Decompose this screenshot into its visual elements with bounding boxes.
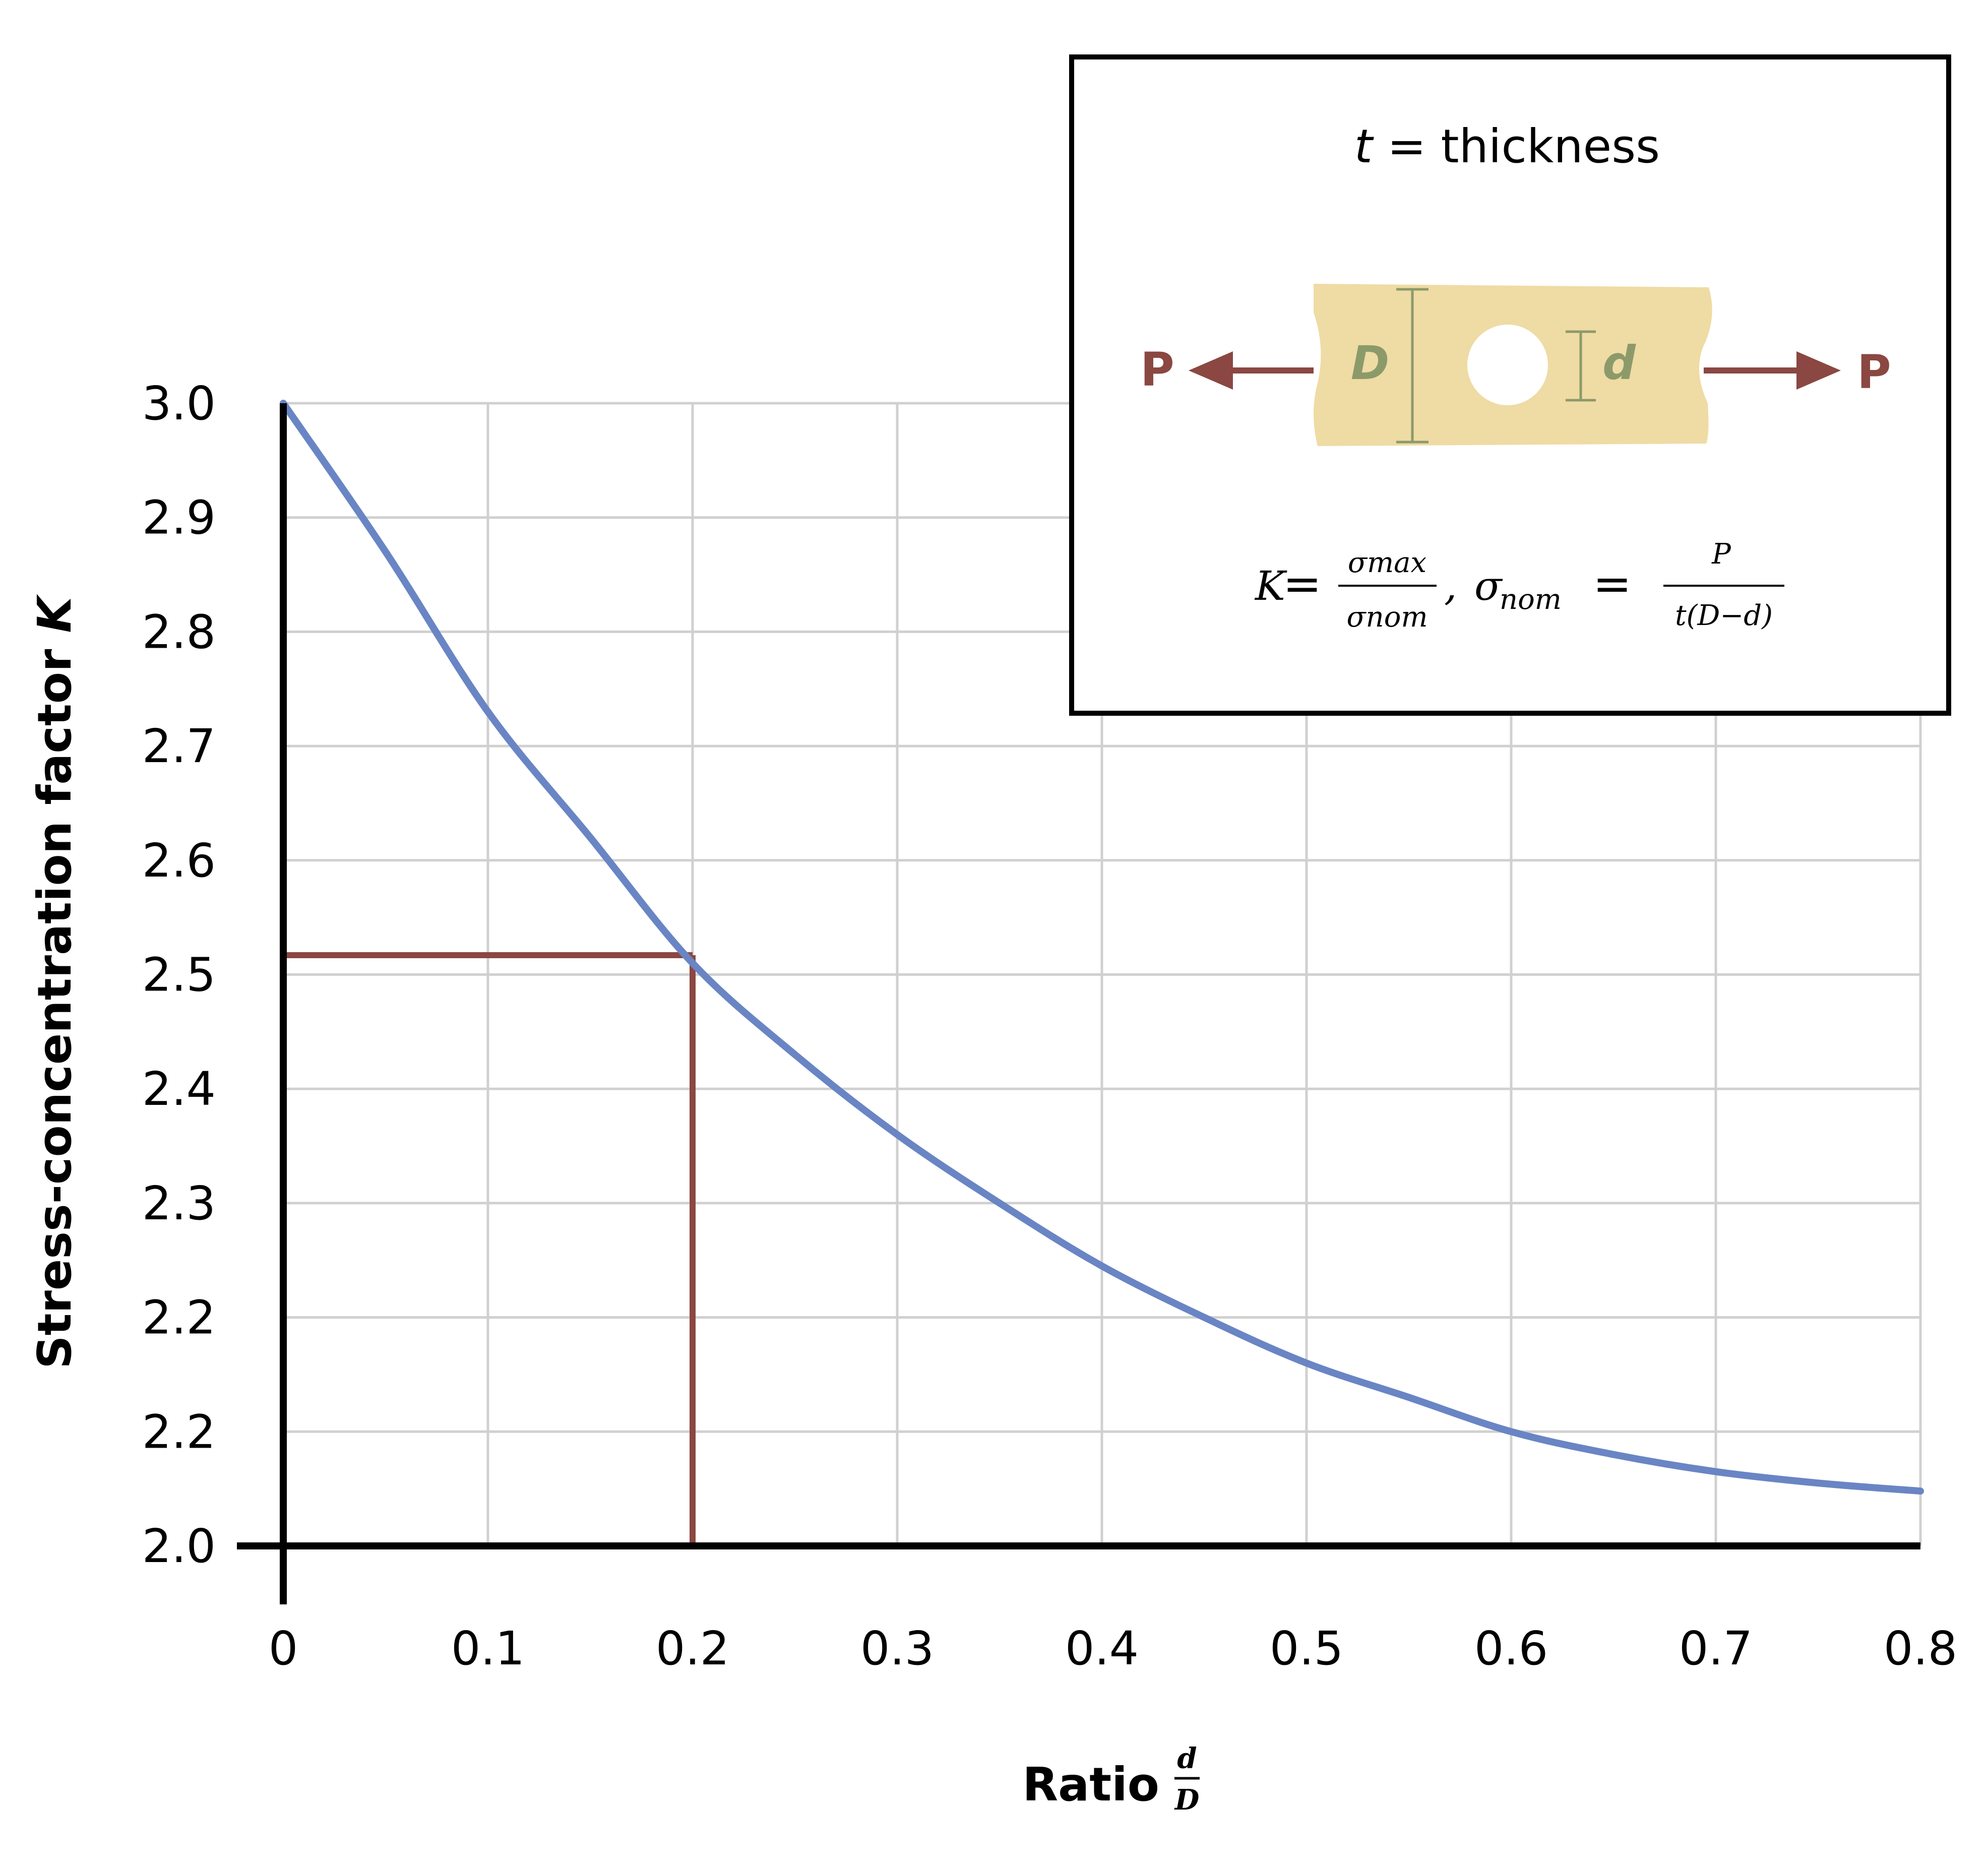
inset-title: t = thickness bbox=[1354, 119, 1660, 173]
y-axis-symbol: K bbox=[28, 594, 82, 633]
force-arrow-left bbox=[1189, 351, 1314, 390]
formula-sigma-sub: nom bbox=[1500, 583, 1562, 616]
formula-num1: σmax bbox=[1348, 546, 1426, 579]
x-tick-label: 0.5 bbox=[1270, 1622, 1343, 1675]
y-tick-label: 2.2 bbox=[142, 1291, 216, 1345]
y-tick-label: 2.2 bbox=[142, 1405, 216, 1459]
y-tick-label: 2.0 bbox=[142, 1519, 216, 1573]
force-label-left: P bbox=[1140, 343, 1174, 397]
dimension-outer-label: D bbox=[1351, 336, 1389, 390]
y-tick-label: 2.3 bbox=[142, 1176, 216, 1230]
y-tick-label: 2.7 bbox=[142, 719, 216, 773]
x-tick-label: 0.1 bbox=[451, 1622, 525, 1675]
x-axis-fraction-numerator: d bbox=[1177, 1742, 1197, 1775]
x-tick-label: 0.4 bbox=[1065, 1622, 1139, 1675]
formula-den1: σnom bbox=[1346, 601, 1427, 634]
y-tick-label: 2.9 bbox=[142, 491, 216, 545]
force-label-right: P bbox=[1857, 345, 1891, 399]
y-axis-title: Stress-concentration factor K bbox=[28, 594, 82, 1369]
plate-hole bbox=[1467, 325, 1548, 405]
formula-sep: , bbox=[1444, 563, 1457, 609]
x-tick-label: 0.2 bbox=[656, 1622, 729, 1675]
x-tick-label: 0.3 bbox=[860, 1622, 934, 1675]
formula: K = σmax σnom , σ nom = P t(D−d) bbox=[1254, 538, 1784, 634]
dimension-inner-label: d bbox=[1602, 336, 1636, 390]
y-tick-label: 3.0 bbox=[142, 377, 216, 430]
inset-box: t = thickness D d P P K bbox=[1069, 54, 1951, 716]
annotation-lines bbox=[283, 952, 696, 1546]
formula-k: K bbox=[1254, 563, 1287, 609]
y-tick-label: 2.8 bbox=[142, 605, 216, 659]
x-tick-label: 0.8 bbox=[1884, 1622, 1957, 1675]
y-tick-labels: 2.0 2.2 2.2 2.3 2.4 2.5 2.6 2.7 2.8 2.9 3.0 bbox=[142, 377, 216, 1573]
dimension-d-inner bbox=[1566, 330, 1596, 402]
x-axis-title: Ratio bbox=[1022, 1758, 1159, 1812]
x-axis-fraction-denominator: D bbox=[1174, 1783, 1200, 1817]
formula-eq1: = bbox=[1283, 557, 1322, 611]
formula-eq2: = bbox=[1593, 557, 1632, 611]
formula-den2: t(D−d) bbox=[1675, 599, 1773, 632]
dimension-d-outer bbox=[1396, 288, 1428, 444]
x-tick-label: 0.7 bbox=[1679, 1622, 1753, 1675]
formula-sigma: σ bbox=[1474, 563, 1503, 609]
formula-num2: P bbox=[1711, 538, 1731, 571]
x-tick-labels: 0 0.1 0.2 0.3 0.4 0.5 0.6 0.7 0.8 bbox=[269, 1622, 1957, 1675]
y-tick-label: 2.6 bbox=[142, 834, 216, 888]
y-tick-label: 2.5 bbox=[142, 948, 216, 1002]
series-curve bbox=[280, 400, 1924, 1495]
force-arrow-right bbox=[1704, 351, 1841, 390]
x-tick-label: 0 bbox=[269, 1622, 298, 1675]
x-tick-label: 0.6 bbox=[1474, 1622, 1548, 1675]
y-tick-label: 2.4 bbox=[142, 1062, 216, 1116]
